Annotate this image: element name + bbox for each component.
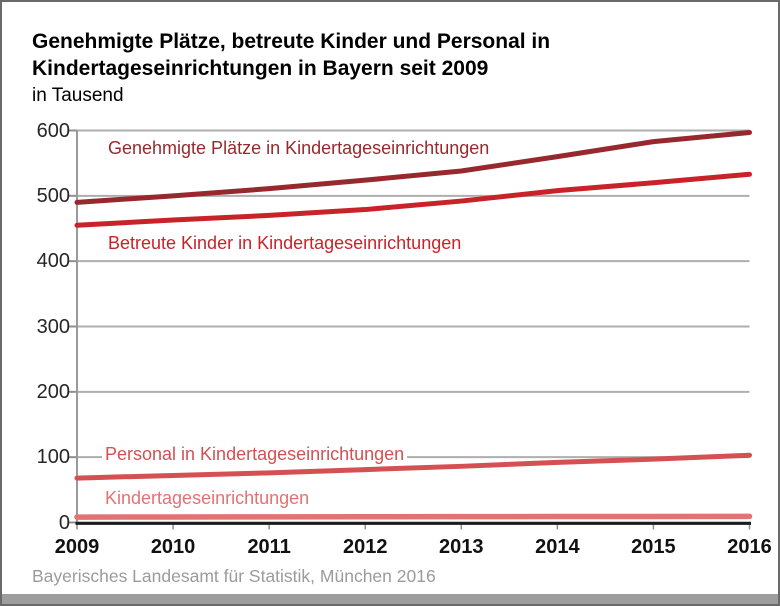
y-axis-tick-label-100: 100 [36, 446, 70, 469]
y-axis-tick-label-500: 500 [36, 184, 70, 207]
y-axis-tick-label-0: 0 [58, 511, 70, 534]
y-axis-tick-label-300: 300 [36, 315, 70, 338]
series-label-0: Genehmigte Plätze in Kindertageseinricht… [105, 138, 493, 158]
x-axis-tick-label-2013: 2013 [439, 536, 484, 558]
x-axis-tick-label-2011: 2011 [247, 536, 291, 558]
chart-title-line1: Genehmigte Plätze, betreute Kinder und P… [32, 30, 551, 53]
bottom-gray-bar [2, 594, 778, 604]
x-axis-tick-label-2014: 2014 [535, 536, 580, 558]
series-line-3 [74, 513, 753, 520]
series-label-2: Personal in Kindertageseinrichtungen [102, 444, 408, 464]
series-label-3: Kindertageseinrichtungen [102, 488, 313, 508]
series-label-1: Betreute Kinder in Kindertageseinrichtun… [105, 233, 465, 253]
y-axis-tick-label-200: 200 [36, 380, 70, 403]
x-axis-tick-label-2012: 2012 [342, 536, 388, 558]
x-axis-tick-label-2015: 2015 [631, 536, 676, 558]
x-axis-tick-label-2016: 2016 [727, 536, 772, 558]
y-axis-tick-label-600: 600 [36, 119, 70, 142]
x-axis-tick-label-2010: 2010 [150, 536, 196, 558]
y-axis-tick-label-400: 400 [36, 250, 70, 273]
chart-subtitle: in Tausend [32, 85, 124, 106]
series-line-2 [74, 452, 752, 481]
series-line-1 [74, 171, 752, 228]
chart-header: Genehmigte Plätze, betreute Kinder und P… [32, 28, 550, 109]
series-line-0 [74, 129, 752, 205]
x-axis-tick-label-2009: 2009 [54, 536, 100, 558]
source-attribution: Bayerisches Landesamt für Statistik, Mün… [32, 566, 436, 586]
chart-title-line2: Kindertageseinrichtungen in Bayern seit … [32, 57, 489, 80]
chart-title: Genehmigte Plätze, betreute Kinder und P… [32, 28, 550, 82]
